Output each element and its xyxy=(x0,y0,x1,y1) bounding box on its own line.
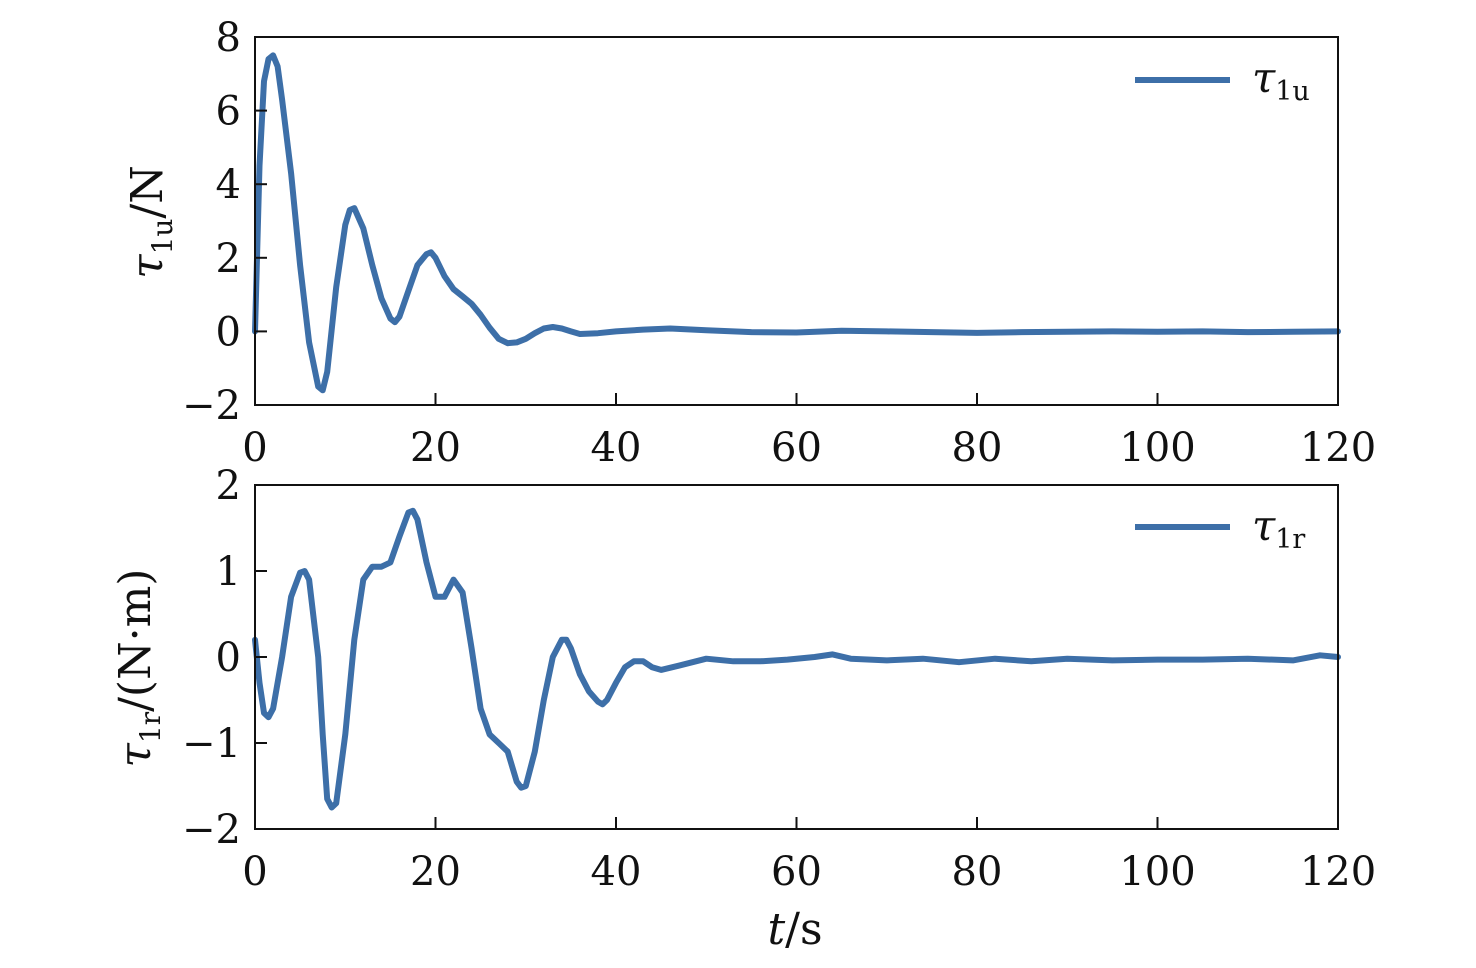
bottom-x-tick-label: 20 xyxy=(410,849,461,895)
bottom-x-tick-label: 80 xyxy=(952,849,1003,895)
top-x-tick-label: 100 xyxy=(1119,425,1195,471)
top-y-tick-label: 8 xyxy=(216,15,241,61)
top-series-line xyxy=(252,52,1341,394)
top-panel-y-ticks: −2 0 2 4 6 8 xyxy=(182,15,267,429)
bottom-panel-legend: τ1r xyxy=(1135,501,1305,555)
bottom-y-tick-label: 2 xyxy=(216,463,241,509)
bottom-series-line xyxy=(252,507,1341,811)
bottom-y-tick-label: 1 xyxy=(216,549,241,595)
bottom-panel-marks xyxy=(252,507,1341,811)
top-y-tick-label: 6 xyxy=(216,89,241,135)
bottom-x-tick-label: 60 xyxy=(771,849,822,895)
bottom-x-tick-label: 100 xyxy=(1119,849,1195,895)
top-x-tick-label: 120 xyxy=(1300,425,1376,471)
top-x-tick-label: 20 xyxy=(410,425,461,471)
bottom-panel-y-ticks: −2 −1 0 1 2 xyxy=(182,463,267,853)
top-x-tick-label: 40 xyxy=(591,425,642,471)
bottom-panel-y-label: τ1r/(N·m) xyxy=(110,569,167,768)
top-x-tick-label: 60 xyxy=(771,425,822,471)
bottom-x-tick-label: 40 xyxy=(591,849,642,895)
top-y-tick-label: 0 xyxy=(216,309,241,355)
bottom-panel-legend-label: τ1r xyxy=(1252,501,1305,555)
bottom-panel-tau-1r: −2 −1 0 1 2 0 20 40 60 80 100 120 τ1r/(N·m) τ1r t/… xyxy=(110,463,1376,955)
bottom-y-tick-label: 0 xyxy=(216,635,241,681)
top-y-tick-label: 2 xyxy=(216,236,241,282)
top-x-tick-label: 80 xyxy=(952,425,1003,471)
top-y-tick-label: 4 xyxy=(216,162,241,208)
top-panel-marks xyxy=(252,52,1341,394)
top-panel-x-ticks: 0 20 40 60 80 100 120 xyxy=(242,393,1376,471)
bottom-y-tick-label: −2 xyxy=(182,807,241,853)
x-axis-label: t/s xyxy=(767,904,822,955)
top-panel-y-label: τ1u/N xyxy=(122,165,179,279)
top-panel-legend: τ1u xyxy=(1135,53,1310,107)
bottom-x-tick-label: 0 xyxy=(242,849,267,895)
bottom-panel-x-ticks: 0 20 40 60 80 100 120 xyxy=(242,817,1376,895)
top-panel-frame xyxy=(254,36,1339,406)
top-x-tick-label: 0 xyxy=(242,425,267,471)
bottom-y-tick-label: −1 xyxy=(182,721,241,767)
top-panel-legend-label: τ1u xyxy=(1252,53,1310,107)
top-y-tick-label: −2 xyxy=(182,383,241,429)
bottom-x-tick-label: 120 xyxy=(1300,849,1376,895)
